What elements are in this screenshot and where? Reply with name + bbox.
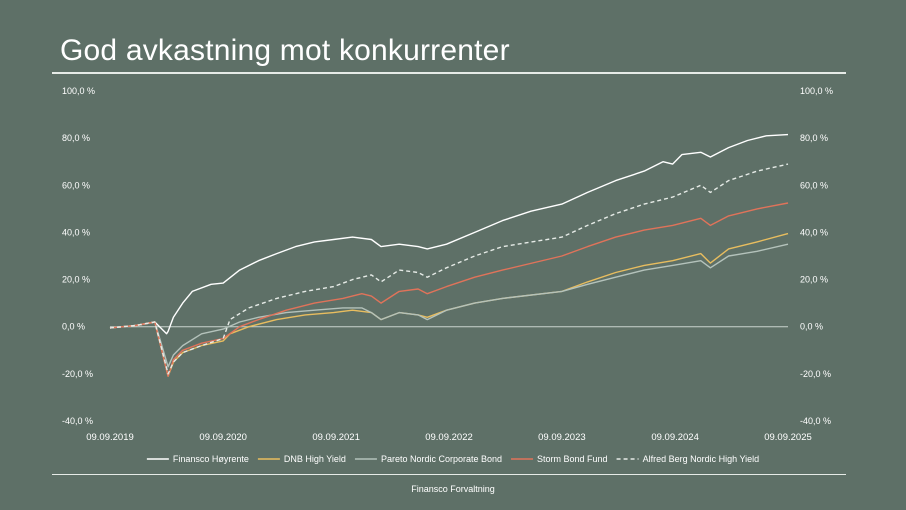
y-tick-label-left: 80,0 % [62,133,90,143]
series-line [109,243,789,368]
series-line [109,163,789,375]
y-tick-label-left: 100,0 % [62,86,95,96]
page-title: God avkastning mot konkurrenter [60,34,510,67]
x-tick-label: 09.09.2021 [312,432,360,443]
y-tick-label-left: 20,0 % [62,275,90,285]
legend-label: Storm Bond Fund [537,454,608,464]
y-tick-label-right: 100,0 % [800,86,833,96]
legend-label: Pareto Nordic Corporate Bond [381,454,502,464]
y-tick-label-left: -20,0 % [62,369,93,379]
y-tick-label-right: 40,0 % [800,227,828,237]
y-tick-label-left: 40,0 % [62,227,90,237]
series-line [109,133,789,335]
y-tick-label-left: 60,0 % [62,180,90,190]
y-tick-label-right: -40,0 % [800,416,831,426]
x-tick-label: 09.09.2025 [764,432,812,443]
y-tick-label-right: 80,0 % [800,133,828,143]
x-tick-label: 09.09.2022 [425,432,473,443]
footer-divider [52,474,846,475]
x-tick-label: 09.09.2024 [651,432,699,443]
series-line [109,202,789,377]
legend-label: Alfred Berg Nordic High Yield [643,454,760,464]
performance-chart: -40,0 % -20,0 % 0,0 % 20,0 % 40,0 % 60,0 % 80,… [62,86,833,464]
y-tick-label-left: 0,0 % [62,322,85,332]
y-tick-label-right: -20,0 % [800,369,831,379]
y-tick-label-right: 0,0 % [800,322,823,332]
footer-text: Finansco Forvaltning [411,484,495,494]
y-tick-label-right: 60,0 % [800,180,828,190]
y-tick-label-left: -40,0 % [62,416,93,426]
x-tick-label: 09.09.2020 [199,432,247,443]
legend-label: DNB High Yield [284,454,346,464]
y-tick-label-right: 20,0 % [800,275,828,285]
legend-label: Finansco Høyrente [173,454,249,464]
series-line [109,232,789,377]
x-tick-label: 09.09.2019 [86,432,134,443]
title-underline [52,72,846,74]
x-tick-label: 09.09.2023 [538,432,586,443]
